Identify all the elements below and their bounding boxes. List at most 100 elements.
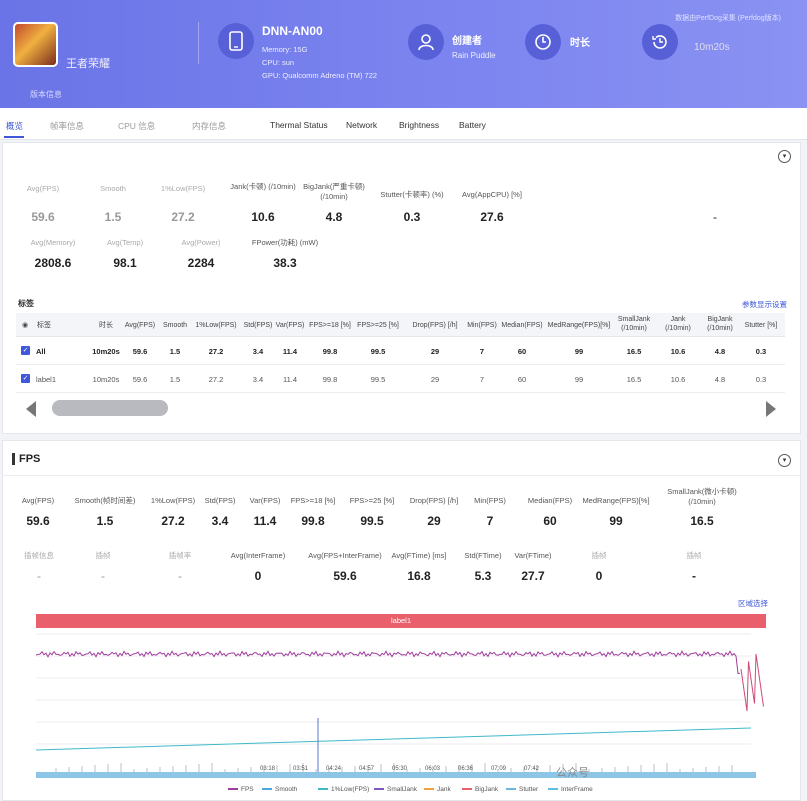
col-header: FPS>=25 [%] <box>357 322 399 329</box>
legend-item[interactable]: Stutter <box>506 786 538 793</box>
legend-swatch <box>318 788 328 791</box>
visibility-icon[interactable]: ◉ <box>21 322 29 329</box>
legend-item[interactable]: Smooth <box>262 786 297 793</box>
row-tag-name: label1 <box>36 375 57 384</box>
x-tick-label: 07:42 <box>524 766 540 772</box>
legend-item[interactable]: SmallJank <box>374 786 417 793</box>
tab-brightness[interactable]: Brightness <box>399 120 440 130</box>
legend-label: SmallJank <box>387 786 417 793</box>
metric-label: Avg(Temp) <box>106 238 144 247</box>
scroll-right-arrow-icon[interactable] <box>766 401 776 417</box>
history-value: 10m20s <box>694 42 730 53</box>
row-checkbox[interactable]: ✓ <box>21 374 30 383</box>
cell: 99.5 <box>370 347 386 356</box>
metric-label-stutter: Stutter(卡顿率) (%) <box>380 190 444 199</box>
fps-metric-value: - <box>178 569 182 583</box>
cell: 60 <box>517 375 527 384</box>
collapse-fps-button[interactable]: ▾ <box>778 454 791 467</box>
cell: 11.4 <box>282 347 298 356</box>
cell: 0.3 <box>755 375 767 384</box>
cell: 7 <box>479 375 485 384</box>
metric-value-bigjank: 4.8 <box>325 210 343 224</box>
col-header: BigJank (/10min) <box>707 316 733 332</box>
history-icon <box>642 24 678 60</box>
metric-value-power: 38.3 <box>273 256 297 270</box>
horizontal-scrollbar-thumb[interactable] <box>52 400 168 416</box>
tab-thermal-status[interactable]: Thermal Status <box>270 120 328 130</box>
col-header: Jank (/10min) <box>665 316 691 332</box>
metric-label-jank: Jank(卡顿) (/10min) <box>230 182 296 191</box>
fps-metric-value: 3.4 <box>211 514 229 528</box>
metric-value: 98.1 <box>113 256 137 270</box>
legend-item[interactable]: BigJank <box>462 786 498 793</box>
metric-value-jank: 10.6 <box>251 210 275 224</box>
header-note: 数据由PerfDog采集 (Perfdog版本) <box>675 15 781 22</box>
device-memory: Memory: 15G <box>262 45 308 54</box>
fps-chart[interactable]: 321Jank03:1803:5104:2404:5705:3006:0306:… <box>36 630 766 782</box>
legend-label: BigJank <box>475 786 499 793</box>
region-select-link[interactable]: 区域选择 <box>738 599 768 608</box>
x-tick-label: 03:18 <box>260 766 276 772</box>
report-header: 数据由PerfDog采集 (Perfdog版本) 王者荣耀 版本信息 DNN-A… <box>0 0 807 108</box>
param-display-settings-link[interactable]: 参数显示设置 <box>742 300 787 309</box>
fps-metric-label: Min(FPS) <box>474 496 506 505</box>
fps-metric-value: 11.4 <box>253 514 277 528</box>
app-icon <box>13 22 58 67</box>
tab-network[interactable]: Network <box>346 120 378 130</box>
fps-metric-value: - <box>37 569 41 583</box>
fps-metric-value: 59.6 <box>26 514 50 528</box>
legend-item[interactable]: Jank <box>424 786 451 793</box>
fps-metric-value: 0 <box>254 569 262 583</box>
cell: 59.6 <box>132 375 148 384</box>
app-name: 王者荣耀 <box>66 58 110 70</box>
tab-memory[interactable]: 内存信息 <box>192 121 227 131</box>
metric-label-appcpu: Avg(AppCPU) [%] <box>462 190 522 199</box>
fps-metric-value: 99 <box>609 514 623 528</box>
cell: 27.2 <box>208 347 224 356</box>
metric-value: 2808.6 <box>34 256 72 270</box>
fps-metric-value: 27.7 <box>521 569 545 583</box>
col-header: FPS>=18 [%] <box>309 322 351 329</box>
legend-label: 1%Low(FPS) <box>331 786 370 793</box>
x-tick-label: 07:09 <box>491 766 507 772</box>
fps-series-line <box>36 650 741 675</box>
header-divider <box>198 22 199 64</box>
fps-metric-value: 1.5 <box>96 514 114 528</box>
col-header: Stutter [%] <box>744 322 778 329</box>
metric-label: Smooth <box>100 184 126 193</box>
metric-label: 1%Low(FPS) <box>160 184 206 193</box>
legend-item[interactable]: InterFrame <box>548 786 593 793</box>
legend-swatch <box>228 788 238 791</box>
device-cpu: CPU: sun <box>262 58 295 67</box>
fps-metric-value: 29 <box>427 514 441 528</box>
cell: 10.6 <box>670 347 686 356</box>
metric-label-bigjank: BigJank(严重卡顿) (/10min) <box>303 182 365 201</box>
legend-item[interactable]: 1%Low(FPS) <box>318 786 369 793</box>
scroll-left-arrow-icon[interactable] <box>26 401 36 417</box>
legend-item[interactable]: FPS <box>228 786 254 793</box>
cell: 59.6 <box>132 347 148 356</box>
tab-battery[interactable]: Battery <box>459 120 486 130</box>
fps-metric-label: Avg(FTime) [ms] <box>391 551 447 560</box>
fps-metric-value: 27.2 <box>161 514 185 528</box>
metric-value: 59.6 <box>31 210 55 224</box>
cell: 16.5 <box>626 375 642 384</box>
fps-metric-label: Avg(FPS+InterFrame) <box>308 551 382 560</box>
metric-value: 1.5 <box>104 210 122 224</box>
col-header: Smooth <box>162 322 188 329</box>
tab-cpu[interactable]: CPU 信息 <box>118 121 156 131</box>
fps-metric-label: 插帧信息 <box>24 551 54 560</box>
tab-fps[interactable]: 帧率信息 <box>50 121 85 131</box>
row-checkbox[interactable]: ✓ <box>21 346 30 355</box>
label-bar[interactable]: label1 <box>36 614 766 628</box>
legend-label: FPS <box>241 786 254 793</box>
legend-swatch <box>548 788 558 791</box>
fps-metric-value: 16.8 <box>407 569 431 583</box>
fps-metric-value: 16.5 <box>690 514 714 528</box>
table-row-label1[interactable]: ✓ label1 10m20s 59.6 1.5 27.2 3.4 11.4 9… <box>16 365 785 393</box>
tab-overview[interactable]: 概览 <box>6 121 24 131</box>
collapse-overview-button[interactable]: ▾ <box>778 150 791 163</box>
table-row-all[interactable]: ✓ All 10m20s 59.6 1.5 27.2 3.4 11.4 99.8… <box>16 337 785 365</box>
fps-metric-label: 插帧 <box>591 551 607 560</box>
cell: 60 <box>517 347 527 356</box>
